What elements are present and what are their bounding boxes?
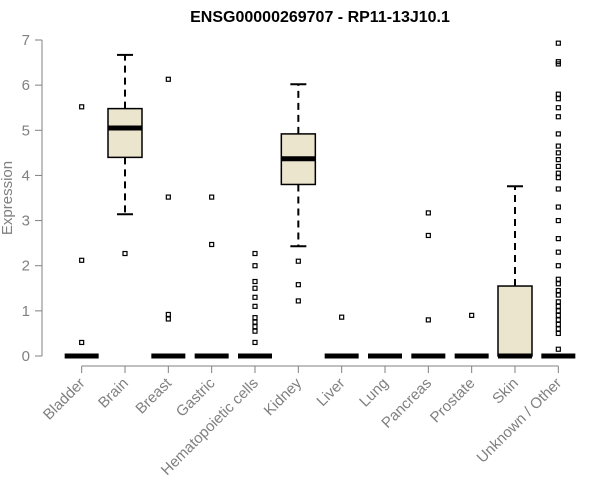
- x-tick-label-breast: Breast: [132, 374, 175, 417]
- outlier-point: [555, 96, 561, 102]
- y-tick-label: 3: [22, 213, 30, 230]
- box-group-liver: [324, 314, 359, 359]
- outlier-point: [555, 346, 561, 352]
- outlier-point: [469, 312, 475, 318]
- outlier-point: [165, 316, 171, 322]
- x-tick-label-kidney: Kidney: [261, 374, 306, 419]
- outlier-point: [339, 314, 345, 320]
- y-tick-label: 6: [22, 77, 30, 94]
- outlier-point: [425, 210, 431, 216]
- box-group-bladder: [64, 104, 99, 359]
- y-axis: 0 1 2 3 4 5 6 7: [22, 32, 43, 365]
- y-tick-label: 5: [22, 122, 30, 139]
- iqr-box: [107, 107, 143, 159]
- outlier-point: [209, 194, 215, 200]
- x-tick-label-skin: Skin: [489, 375, 522, 408]
- outlier-point: [555, 40, 561, 46]
- box-group-gastric: [194, 194, 229, 359]
- outlier-point: [555, 321, 561, 327]
- outlier-point: [165, 76, 171, 82]
- outlier-point: [555, 276, 561, 282]
- outlier-point: [295, 282, 301, 288]
- outlier-point: [252, 328, 258, 334]
- x-tick-label-prostate: Prostate: [427, 375, 479, 427]
- box-group-hematopoietic-cells: [238, 250, 272, 359]
- outlier-point: [555, 157, 561, 163]
- outlier-point: [252, 303, 258, 309]
- x-tick-label-liver: Liver: [313, 375, 348, 410]
- outlier-point: [555, 281, 561, 287]
- outlier-point: [555, 91, 561, 97]
- outlier-point: [165, 311, 171, 318]
- outlier-point: [555, 236, 561, 242]
- y-tick-label: 1: [22, 303, 30, 320]
- outlier-point: [555, 326, 561, 332]
- outlier-point: [425, 232, 431, 239]
- box-group-unknown-other: [541, 40, 576, 359]
- outlier-point: [555, 263, 561, 269]
- box-group-kidney: [280, 83, 317, 304]
- outlier-point: [555, 163, 561, 169]
- outlier-point: [555, 330, 561, 337]
- outlier-point: [555, 143, 561, 149]
- x-tick-label-bladder: Bladder: [40, 375, 89, 424]
- outlier-point: [252, 278, 258, 285]
- outlier-point: [252, 339, 258, 346]
- y-tick-label: 2: [22, 258, 30, 275]
- outlier-point: [79, 257, 85, 263]
- outlier-point: [79, 104, 85, 110]
- outlier-point: [555, 114, 561, 120]
- box-group-prostate: [454, 312, 489, 359]
- chart-title: ENSG00000269707 - RP11-13J10.1: [190, 9, 450, 26]
- outlier-point: [555, 308, 561, 314]
- outlier-point: [555, 312, 561, 318]
- x-tick-label-brain: Brain: [95, 375, 132, 412]
- outlier-point: [555, 317, 561, 323]
- plot-area: [64, 40, 576, 359]
- outlier-point: [295, 298, 301, 304]
- outlier-point: [555, 217, 561, 224]
- y-tick-label: 7: [22, 32, 30, 49]
- y-axis-label: Expression: [0, 161, 16, 235]
- outlier-point: [555, 150, 561, 156]
- outlier-point: [252, 285, 258, 291]
- outlier-point: [209, 241, 215, 248]
- outlier-point: [122, 250, 128, 257]
- iqr-box: [497, 285, 533, 357]
- outlier-point: [79, 339, 85, 346]
- outlier-point: [555, 170, 561, 176]
- outlier-point: [555, 204, 561, 210]
- box-group-breast: [151, 76, 186, 359]
- x-tick-label-lung: Lung: [356, 375, 392, 411]
- outlier-point: [555, 105, 561, 111]
- outlier-point: [555, 292, 561, 298]
- outlier-point: [555, 249, 561, 255]
- outlier-point: [555, 131, 561, 137]
- outlier-point: [555, 299, 561, 305]
- outlier-point: [252, 324, 258, 330]
- outlier-point: [252, 315, 258, 321]
- outlier-point: [252, 294, 258, 300]
- outlier-point: [252, 250, 258, 257]
- outlier-point: [555, 175, 561, 181]
- box-group-skin: [497, 185, 533, 359]
- y-tick-label: 0: [22, 348, 30, 365]
- outlier-point: [555, 59, 561, 65]
- outlier-point: [252, 319, 258, 325]
- outlier-point: [165, 194, 171, 200]
- box-group-brain: [107, 53, 143, 257]
- outlier-point: [425, 317, 431, 323]
- y-tick-label: 4: [22, 167, 30, 184]
- outlier-point: [555, 287, 561, 294]
- outlier-point: [555, 303, 561, 309]
- outlier-point: [555, 186, 561, 192]
- outlier-point: [295, 258, 301, 264]
- box-group-pancreas: [411, 210, 446, 359]
- outlier-point: [252, 263, 258, 269]
